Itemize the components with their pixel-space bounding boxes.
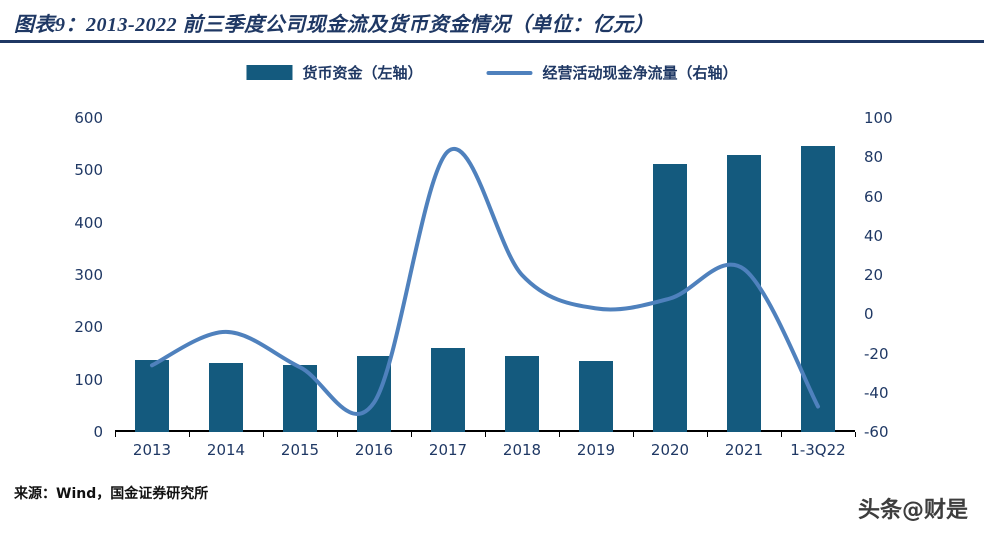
bar-2014 xyxy=(209,362,243,432)
right-axis-tick-label: 40 xyxy=(864,226,884,245)
line-series xyxy=(150,146,820,416)
bar-2017 xyxy=(431,348,465,432)
left-axis-tick-label: 0 xyxy=(93,423,103,441)
left-axis-tick-label: 500 xyxy=(74,161,103,180)
x-axis-tick-mark xyxy=(855,432,856,437)
bar-2013 xyxy=(135,359,169,432)
legend-line-label: 经营活动现金净流量（右轴） xyxy=(542,64,738,82)
x-axis-tick-label: 2018 xyxy=(502,441,542,459)
x-axis-tick-mark xyxy=(781,432,782,437)
bar-series-swatch-icon xyxy=(246,65,293,80)
left-axis-tick-label: 300 xyxy=(74,266,103,284)
bar-2019 xyxy=(579,361,613,432)
legend-item-line: 经营活动现金净流量（右轴） xyxy=(486,62,738,83)
x-axis-tick-label: 2015 xyxy=(280,441,320,459)
x-axis-tick-mark xyxy=(485,432,486,437)
x-axis-tick-mark xyxy=(633,432,634,437)
x-axis-tick-label: 2017 xyxy=(428,441,468,459)
source-note: 来源：Wind，国金证券研究所 xyxy=(14,486,209,502)
right-axis-tick-label: 60 xyxy=(864,187,884,206)
legend-item-bar: 货币资金（左轴） xyxy=(246,62,423,83)
x-axis-tick-label: 2013 xyxy=(132,441,172,459)
x-axis-tick-label: 2019 xyxy=(576,441,616,459)
right-axis-tick-label: 0 xyxy=(864,305,874,324)
x-axis-tick-label: 2020 xyxy=(650,441,690,459)
bar-2021 xyxy=(727,154,761,432)
right-axis-tick-label: 100 xyxy=(864,109,893,127)
right-axis-tick-label: 20 xyxy=(864,266,884,284)
legend-bar-label: 货币资金（左轴） xyxy=(302,64,423,82)
watermark: 头条@财是 xyxy=(857,498,968,523)
left-axis-tick-label: 100 xyxy=(74,370,103,389)
x-axis-tick-mark xyxy=(559,432,560,437)
plot-area xyxy=(115,118,856,437)
legend: 货币资金（左轴） 经营活动现金净流量（右轴） xyxy=(246,62,738,83)
bar-2018 xyxy=(505,356,539,432)
left-axis-tick-label: 200 xyxy=(74,318,103,337)
title-underline xyxy=(0,40,984,43)
right-axis-tick-label: -60 xyxy=(864,423,889,441)
x-axis-tick-mark xyxy=(411,432,412,437)
bar-2016 xyxy=(357,355,391,432)
figure-title: 图表9：2013-2022 前三季度公司现金流及货币资金情况（单位：亿元） xyxy=(14,14,655,36)
x-axis-tick-label: 1-3Q22 xyxy=(790,441,846,459)
right-axis-tick-label: 80 xyxy=(864,148,884,167)
line-series-path xyxy=(150,146,820,416)
left-axis-tick-label: 600 xyxy=(74,109,103,127)
right-axis-tick-label: -40 xyxy=(864,383,889,402)
x-axis-tick-mark xyxy=(189,432,190,437)
x-axis-tick-label: 2021 xyxy=(724,441,764,459)
x-axis-tick-mark xyxy=(263,432,264,437)
x-axis-tick-mark xyxy=(115,432,116,437)
x-axis-tick-mark xyxy=(707,432,708,437)
x-axis-tick-mark xyxy=(337,432,338,437)
x-axis-tick-label: 2016 xyxy=(354,441,394,459)
left-axis-tick-label: 400 xyxy=(74,213,103,232)
right-axis-tick-label: -20 xyxy=(864,344,889,363)
x-axis-tick-label: 2014 xyxy=(206,441,246,459)
line-series-swatch-icon xyxy=(486,70,533,75)
